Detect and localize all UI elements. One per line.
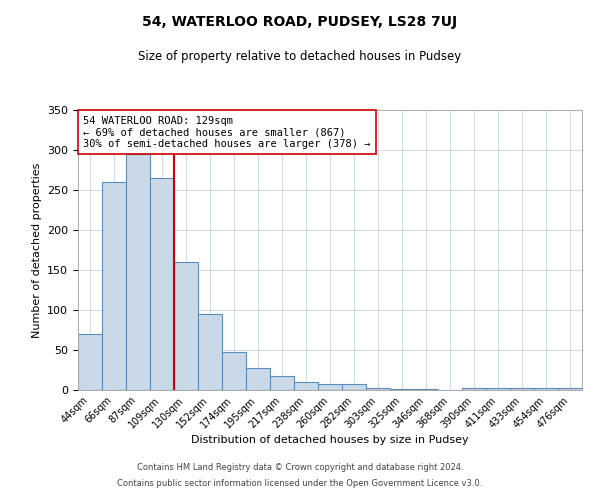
Bar xyxy=(390,389,414,390)
Text: Size of property relative to detached houses in Pudsey: Size of property relative to detached ho… xyxy=(139,50,461,63)
Bar xyxy=(342,384,366,390)
Bar xyxy=(366,388,390,390)
Text: 54 WATERLOO ROAD: 129sqm
← 69% of detached houses are smaller (867)
30% of semi-: 54 WATERLOO ROAD: 129sqm ← 69% of detach… xyxy=(83,116,371,149)
Bar xyxy=(78,334,102,390)
Bar xyxy=(534,388,558,390)
Bar xyxy=(246,368,270,390)
Bar xyxy=(102,182,126,390)
Bar xyxy=(318,384,342,390)
Y-axis label: Number of detached properties: Number of detached properties xyxy=(32,162,41,338)
Bar xyxy=(270,376,294,390)
Text: Contains public sector information licensed under the Open Government Licence v3: Contains public sector information licen… xyxy=(118,478,482,488)
Bar xyxy=(462,388,486,390)
Bar xyxy=(174,262,198,390)
Bar xyxy=(150,178,174,390)
Bar xyxy=(198,314,222,390)
Bar xyxy=(558,388,582,390)
Bar xyxy=(486,388,510,390)
Text: Contains HM Land Registry data © Crown copyright and database right 2024.: Contains HM Land Registry data © Crown c… xyxy=(137,464,463,472)
Bar xyxy=(126,154,150,390)
Bar xyxy=(510,388,534,390)
Bar xyxy=(294,382,318,390)
X-axis label: Distribution of detached houses by size in Pudsey: Distribution of detached houses by size … xyxy=(191,436,469,446)
Bar xyxy=(222,352,246,390)
Bar xyxy=(414,389,438,390)
Text: 54, WATERLOO ROAD, PUDSEY, LS28 7UJ: 54, WATERLOO ROAD, PUDSEY, LS28 7UJ xyxy=(142,15,458,29)
